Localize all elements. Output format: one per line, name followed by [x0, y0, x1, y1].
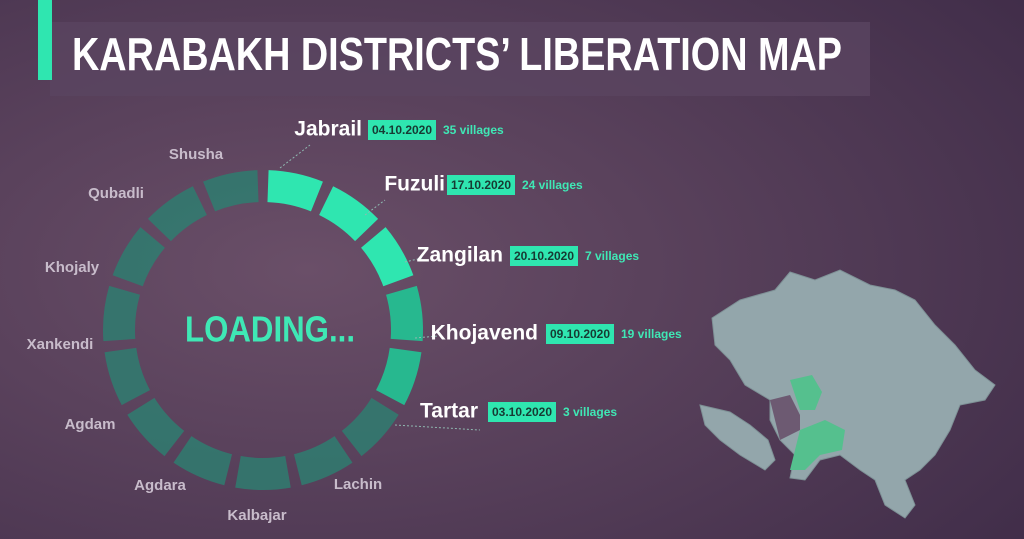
map-exclave	[699, 404, 776, 471]
ring-segment	[267, 170, 323, 212]
ring-segment	[376, 347, 422, 406]
date-box	[488, 402, 556, 422]
ring-segment	[203, 170, 259, 212]
district-label: Agdara	[134, 477, 186, 494]
villages: 7 villages	[585, 249, 639, 263]
date-box	[546, 324, 614, 344]
villages: 3 villages	[563, 405, 617, 419]
map-liberated	[790, 375, 822, 410]
date-box	[510, 246, 578, 266]
loading-ring	[103, 170, 423, 490]
ring-segment	[341, 397, 399, 457]
loading-text: LOADING...	[185, 309, 355, 350]
ring-segment	[319, 186, 379, 242]
leader	[404, 257, 423, 263]
ring-segment	[386, 285, 423, 342]
district-label: Xankendi	[27, 336, 94, 353]
ring-segment	[361, 227, 414, 287]
villages: 24 villages	[522, 178, 583, 192]
district-name: Tartar	[420, 400, 478, 423]
district-label: Lachin	[334, 476, 382, 493]
date: 20.10.2020	[514, 249, 574, 263]
district-name: Fuzuli	[384, 173, 445, 196]
date-box	[447, 175, 515, 195]
ring-segment	[127, 397, 185, 457]
map-country	[711, 269, 996, 519]
title-bar	[50, 22, 870, 96]
date: 17.10.2020	[451, 178, 511, 192]
liberated-list: Jabrail 04.10.2020 35 villages Fuzuli 17.10.…	[294, 118, 682, 423]
map-liberated	[790, 420, 845, 470]
ring-segment	[103, 285, 140, 342]
district-name: Jabrail	[294, 118, 362, 141]
district-label: Qubadli	[88, 185, 144, 202]
district-label: Khojaly	[45, 259, 100, 276]
date: 04.10.2020	[372, 123, 432, 137]
leader	[364, 199, 386, 216]
district-name: Zangilan	[417, 244, 503, 267]
villages: 19 villages	[621, 327, 682, 341]
ring-segment	[112, 227, 165, 287]
district-label: Shusha	[169, 146, 224, 163]
map-region	[770, 395, 800, 440]
title-accent	[38, 0, 52, 80]
title: KARABAKH DISTRICTS’ LIBERATION MAP	[72, 28, 842, 80]
villages: 35 villages	[443, 123, 504, 137]
ring-segment	[147, 186, 207, 242]
ring-segment	[293, 436, 353, 486]
district-label: Agdam	[65, 416, 116, 433]
ring-segment	[104, 347, 150, 406]
map	[699, 269, 996, 519]
ring-segment	[235, 456, 291, 490]
ring-segment	[173, 436, 233, 486]
date: 03.10.2020	[492, 405, 552, 419]
date-box	[368, 120, 436, 140]
district-label: Kalbajar	[227, 507, 286, 524]
district-name: Khojavend	[431, 322, 538, 345]
date: 09.10.2020	[550, 327, 610, 341]
